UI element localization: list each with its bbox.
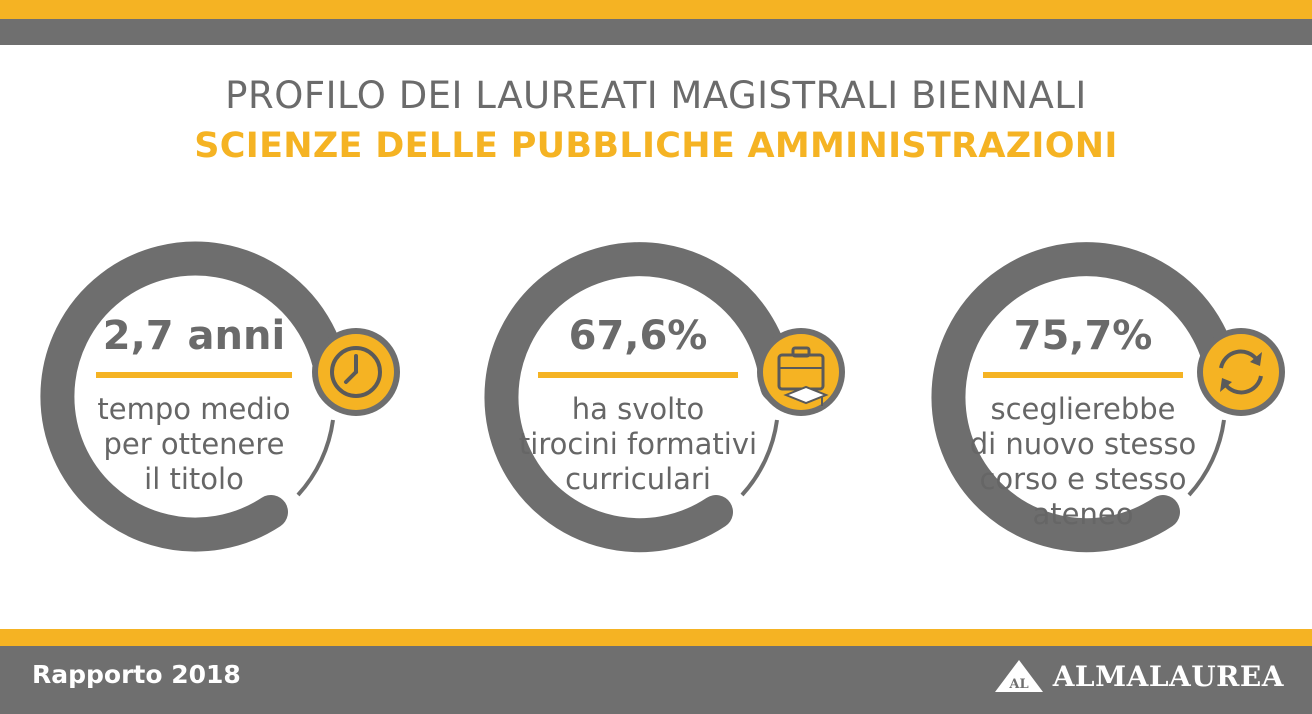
stat-2-description: ha svolto tirocini formativi curriculari [518,392,758,496]
logo-badge-icon: AL [994,660,1043,692]
ring-3 [931,242,1241,553]
report-label: Rapporto 2018 [32,660,241,689]
stat-2: 67,6% ha svolto tirocini formativi curri… [488,312,788,497]
footer-bar [0,646,1312,714]
bottom-accent-bar [0,629,1312,646]
ring-2 [484,242,794,553]
stat-2-underline [538,372,738,378]
refresh-icon [1197,328,1285,416]
briefcase-graduation-icon [757,328,845,416]
stat-3-value: 75,7% [1013,313,1153,359]
stat-1: 2,7 anni tempo medio per ottenere il tit… [44,312,344,497]
almalaurea-logo: AL ALMALAUREA [993,656,1284,696]
page-subtitle: SCIENZE DELLE PUBBLICHE AMMINISTRAZIONI [194,126,1118,166]
page-title: PROFILO DEI LAUREATI MAGISTRALI BIENNALI [225,74,1087,117]
stat-3-description: sceglierebbe di nuovo stesso corso e ste… [969,392,1197,531]
stat-2-value: 67,6% [568,313,708,359]
stat-3-underline [983,372,1183,378]
logo-badge-text: AL [1008,677,1028,692]
stat-1-value: 2,7 anni [102,313,286,359]
clock-icon [312,328,400,416]
stat-3: 75,7% sceglierebbe di nuovo stesso corso… [933,312,1233,532]
ring-1 [40,241,350,552]
stat-1-underline [96,372,292,378]
logo-text: ALMALAUREA [1052,659,1284,693]
stat-1-description: tempo medio per ottenere il titolo [97,392,291,496]
top-accent-bar [0,0,1312,19]
top-gray-bar [0,19,1312,45]
